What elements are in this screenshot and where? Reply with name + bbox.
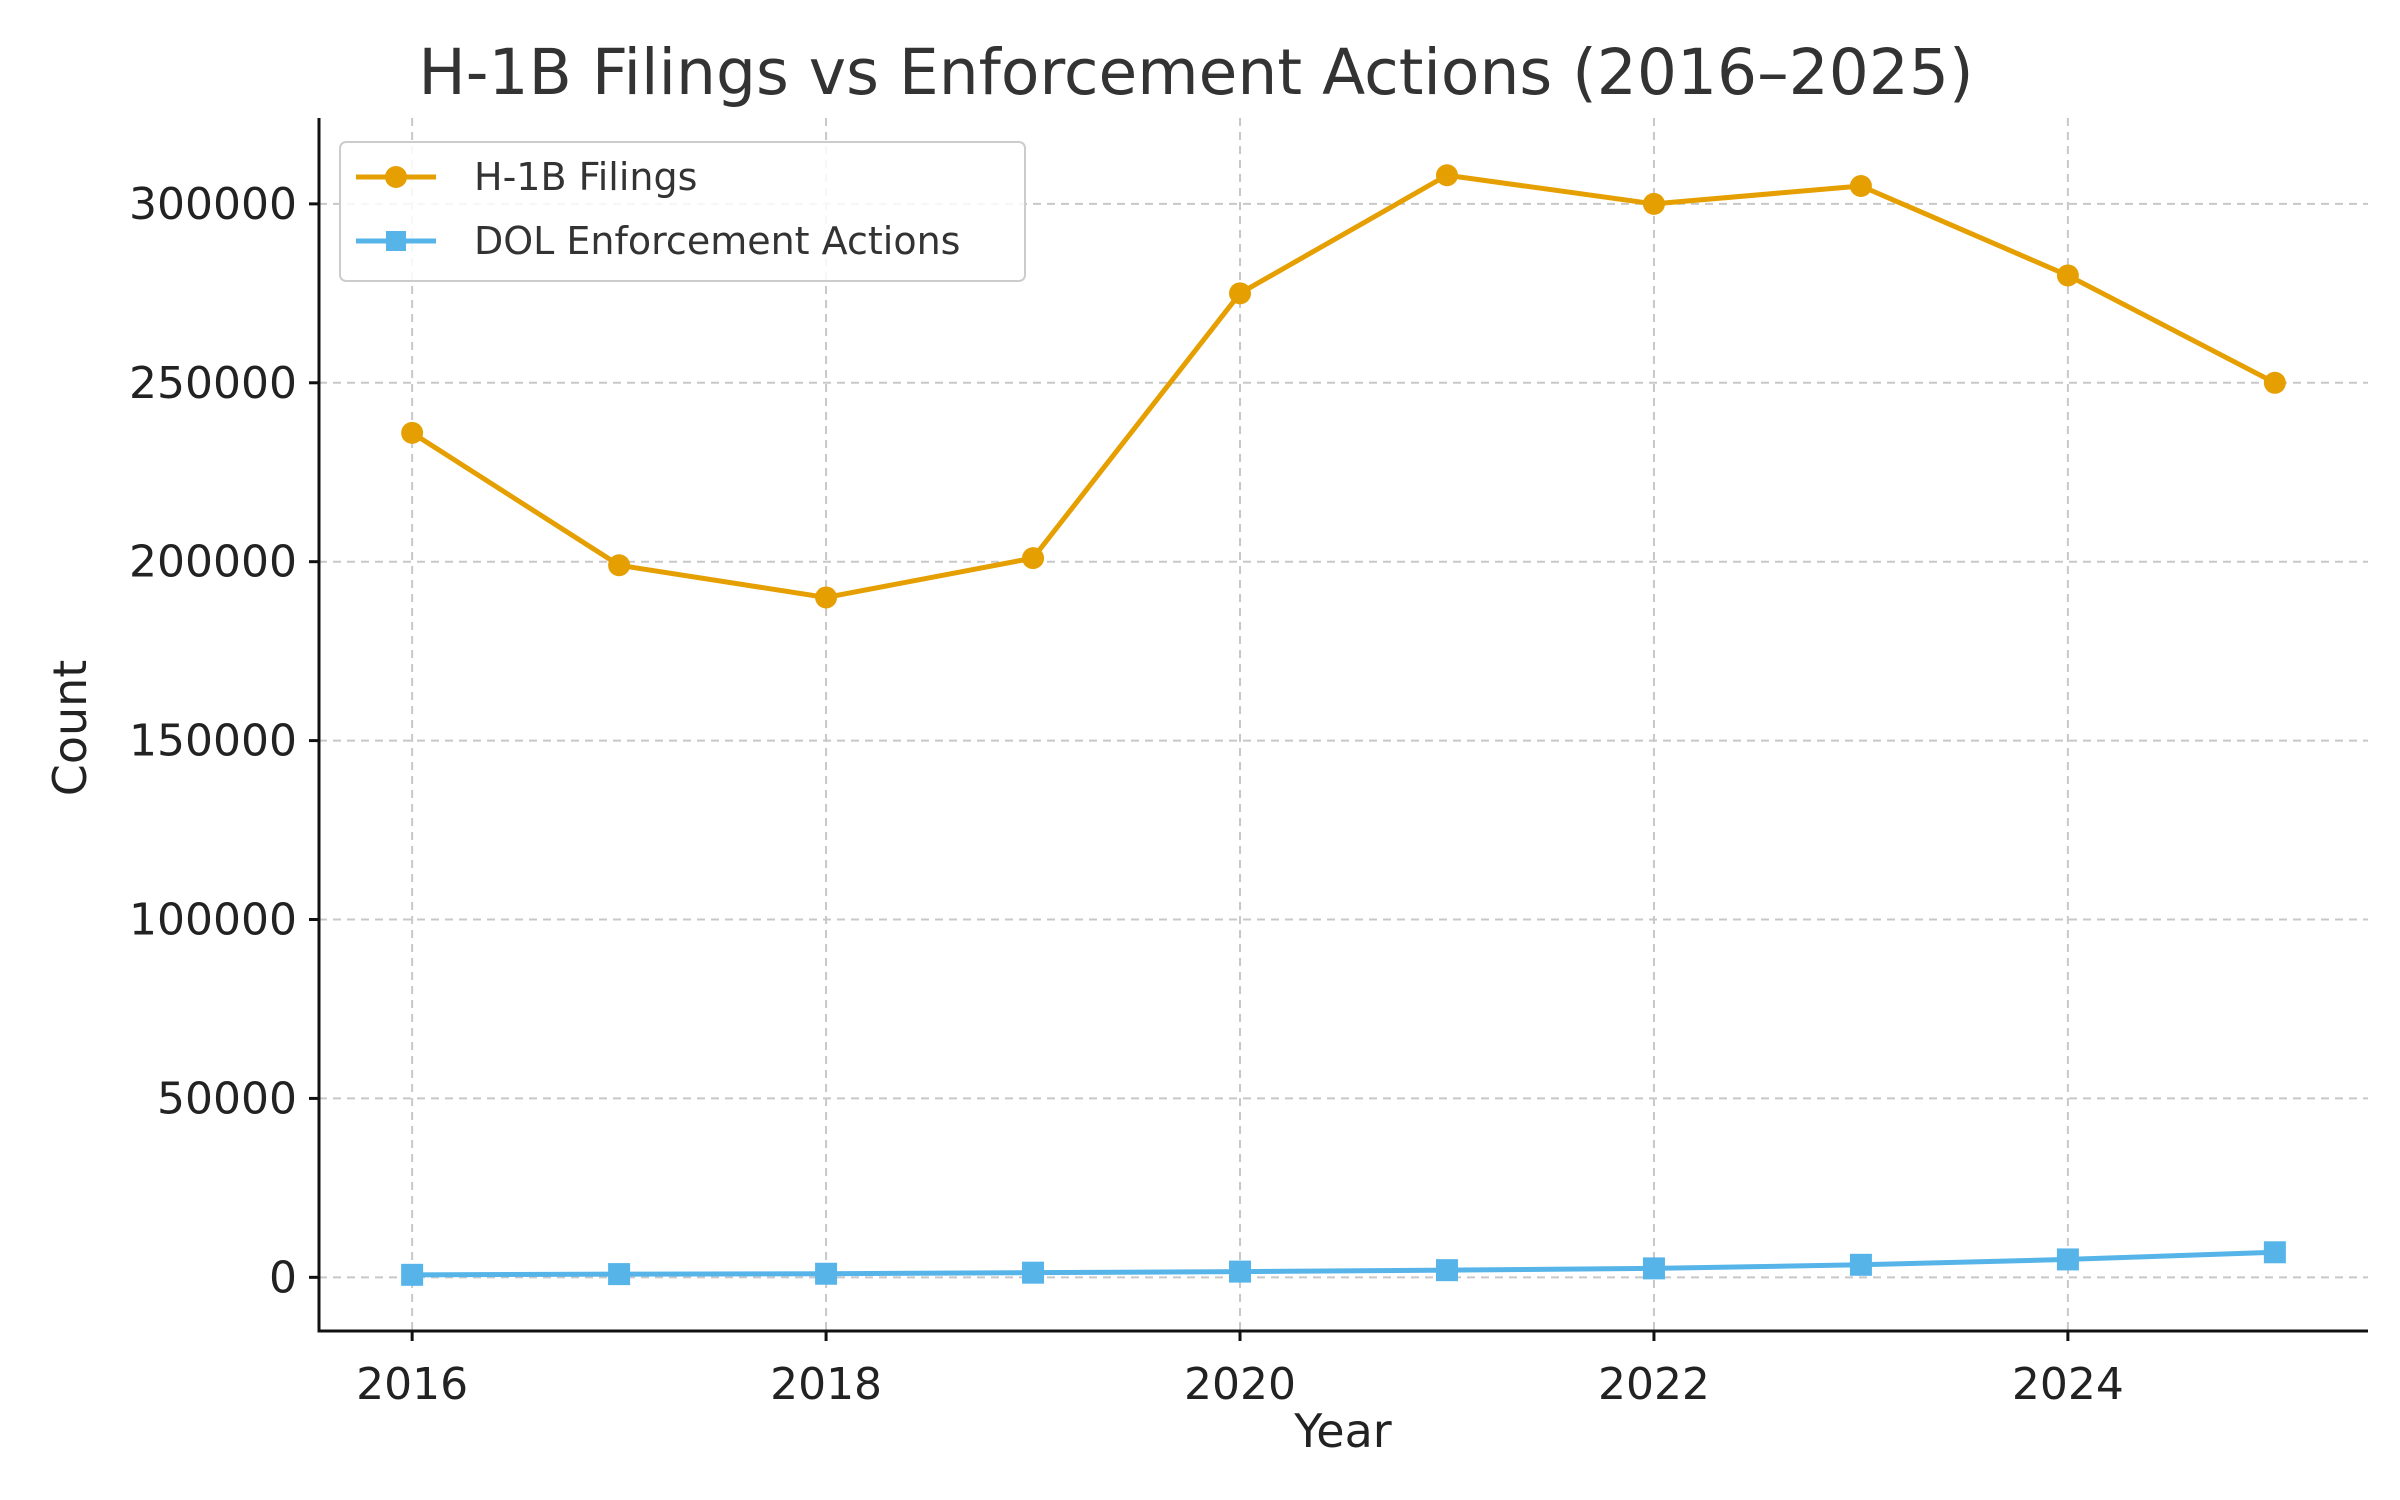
data-point-dol-enforcement-2020 — [1229, 1260, 1252, 1283]
legend: H-1B Filings DOL Enforcement Actions — [339, 141, 1026, 282]
x-tick-label-2022: 2022 — [1598, 1359, 1710, 1410]
data-point-dol-enforcement-2018 — [815, 1262, 838, 1285]
series-line-h1b-filings — [410, 172, 2277, 600]
tick-labels: 2016 2018 2020 2022 2024 0 50000 100000 150000 20… — [129, 179, 2124, 1410]
legend-box — [339, 141, 1026, 282]
y-tick-label-50000: 50000 — [157, 1073, 297, 1124]
x-tick-label-2016: 2016 — [356, 1359, 468, 1410]
legend-label-dol-enforcement: DOL Enforcement Actions — [474, 219, 960, 263]
y-tick-label-100000: 100000 — [129, 895, 297, 946]
data-point-h1b-filings-2022 — [1642, 192, 1665, 215]
y-tick-label-200000: 200000 — [129, 537, 297, 588]
y-tick-label-300000: 300000 — [129, 179, 297, 230]
data-point-h1b-filings-2020 — [1229, 282, 1252, 305]
data-point-dol-enforcement-2025 — [2263, 1241, 2286, 1264]
series-line-dol-enforcement — [412, 1249, 2275, 1278]
data-point-h1b-filings-2018 — [815, 586, 838, 609]
data-point-dol-enforcement-2023 — [1849, 1253, 1872, 1276]
chart-title: H-1B Filings vs Enforcement Actions (201… — [418, 36, 1973, 109]
data-point-dol-enforcement-2021 — [1435, 1259, 1458, 1282]
series-layer — [401, 164, 2286, 1286]
data-point-dol-enforcement-2019 — [1022, 1261, 1045, 1284]
axes — [317, 118, 2368, 1333]
legend-marker-h1b-filings — [385, 166, 407, 188]
series-dol-enforcement — [401, 1241, 2286, 1286]
grid-lines — [319, 118, 2368, 1331]
data-point-h1b-filings-2024 — [2056, 264, 2079, 287]
data-point-h1b-filings-2019 — [1022, 547, 1045, 570]
data-point-h1b-filings-2023 — [1849, 174, 1872, 197]
y-tick-label-0: 0 — [269, 1252, 297, 1303]
x-axis-label: Year — [1293, 1404, 1391, 1458]
y-axis-label: Count — [43, 660, 97, 797]
x-tick-label-2018: 2018 — [770, 1359, 882, 1410]
data-point-h1b-filings-2025 — [2263, 371, 2286, 394]
x-tick-label-2020: 2020 — [1184, 1359, 1296, 1410]
legend-marker-dol-enforcement — [386, 231, 406, 251]
data-point-h1b-filings-2017 — [608, 554, 631, 577]
data-point-dol-enforcement-2022 — [1642, 1257, 1665, 1280]
x-tick-label-2024: 2024 — [2012, 1359, 2124, 1410]
data-point-h1b-filings-2016 — [401, 421, 424, 444]
data-point-dol-enforcement-2017 — [608, 1263, 631, 1286]
data-point-dol-enforcement-2016 — [401, 1263, 424, 1286]
legend-label-h1b-filings: H-1B Filings — [474, 155, 697, 199]
y-tick-label-150000: 150000 — [129, 716, 297, 767]
data-point-dol-enforcement-2024 — [2056, 1248, 2079, 1271]
series-h1b-filings — [401, 164, 2286, 609]
y-tick-label-250000: 250000 — [129, 358, 297, 409]
data-point-h1b-filings-2021 — [1435, 164, 1458, 187]
